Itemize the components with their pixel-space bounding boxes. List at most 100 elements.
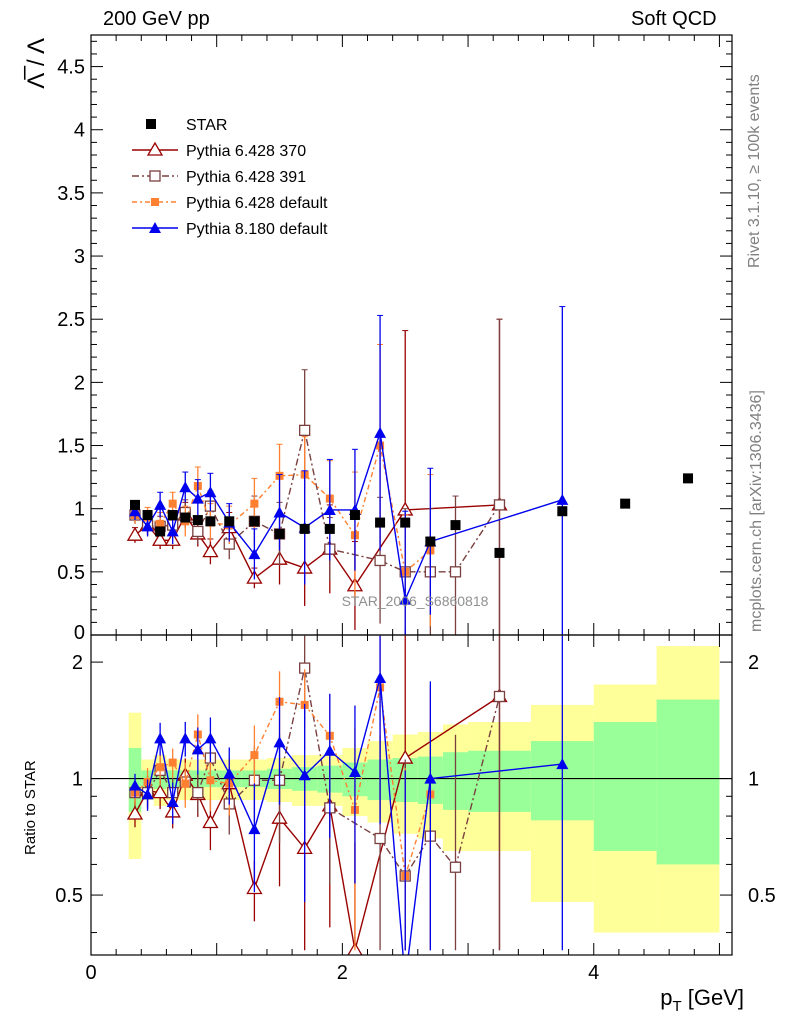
main-point-star (142, 510, 153, 520)
ratio-point-pythia-8-180-default (223, 767, 236, 779)
main-point-pythia-8-180-default (166, 525, 179, 537)
ratio-series-pythia-8-180-default (128, 635, 569, 955)
ratio-point-pythia-8-180-default (191, 743, 204, 755)
main-point-star (375, 517, 386, 528)
main-series-star (129, 473, 694, 558)
main-point-pythia-8-180-default (154, 498, 167, 510)
main-point-star (274, 528, 285, 539)
main-point-pythia-8-180-default (128, 505, 141, 517)
legend-marker (151, 198, 159, 206)
main-point-star (224, 516, 235, 527)
legend-label: Pythia 6.428 default (186, 195, 328, 212)
x-axis-label-sub: T (672, 998, 681, 1015)
main-point-star (683, 473, 694, 484)
x-axis-label-main: p (660, 985, 672, 1010)
ratio-y-tick-label-left: 0.5 (55, 885, 83, 907)
legend-label: Pythia 6.428 370 (186, 143, 306, 160)
ratio-y-tick-label-right: 1 (748, 769, 759, 791)
main-point-star (299, 523, 310, 534)
main-point-pythia-6-428-391 (299, 424, 311, 437)
main-point-pythia-6-428-391 (493, 499, 506, 511)
ratio-band-inner (656, 699, 720, 865)
main-point-pythia-8-180-default (248, 548, 261, 560)
header-right: Soft QCD (631, 8, 717, 30)
main-y-tick-label: 2 (74, 372, 85, 394)
ratio-point-pythia-6-428-391 (374, 832, 386, 845)
ratio-point-pythia-8-180-default (556, 758, 569, 770)
main-point-star (349, 510, 360, 520)
main-point-pythia-8-180-default (204, 486, 217, 498)
main-y-tick-label: 3 (74, 246, 85, 268)
main-point-pythia-8-180-default (323, 503, 336, 515)
ratio-line-pythia-6-428-391 (134, 667, 501, 878)
ratio-y-tick-label-left: 2 (72, 652, 83, 674)
x-axis-label-unit: [GeV] (682, 985, 744, 1010)
main-point-star (620, 498, 631, 509)
main-point-pythia-8-180-default (273, 506, 286, 518)
ratio-point-pythia-8-180-default (424, 772, 437, 784)
main-point-pythia-6-428-370 (126, 526, 144, 541)
main-point-star (180, 512, 191, 523)
legend-label: Pythia 8.180 default (186, 221, 328, 238)
main-point-star (324, 523, 335, 534)
ratio-point-pythia-6-428-370 (126, 805, 144, 820)
ratio-point-pythia-8-180-default (374, 671, 387, 683)
analysis-tag: STAR_2006_S6860818 (342, 593, 489, 609)
ratio-point-pythia-6-428-default (181, 779, 190, 788)
main-y-tick-label: 4 (74, 120, 85, 142)
main-point-pythia-6-428-default (156, 519, 165, 528)
main-point-pythia-6-428-391 (192, 525, 204, 538)
ratio-point-pythia-8-180-default (141, 788, 154, 800)
main-line-pythia-6-428-default (134, 445, 431, 574)
ratio-point-pythia-6-428-391 (493, 690, 506, 703)
ratio-point-pythia-8-180-default (179, 732, 192, 744)
header-left: 200 GeV pp (103, 8, 210, 30)
ratio-x-tick-label: 4 (588, 962, 599, 984)
ratio-point-pythia-8-180-default (166, 795, 179, 807)
ratio-point-pythia-6-428-391 (192, 786, 204, 799)
ratio-band-inner (593, 722, 657, 851)
main-point-pythia-6-428-default (168, 499, 177, 508)
main-point-star (557, 506, 568, 517)
main-point-star (192, 515, 203, 526)
main-point-pythia-6-428-370 (202, 543, 219, 558)
main-line-pythia-6-428-391 (134, 430, 501, 573)
ratio-point-pythia-8-180-default (273, 736, 286, 748)
main-point-star (249, 516, 260, 527)
main-y-tick-label-zero: 0 (74, 622, 85, 644)
ratio-point-pythia-6-428-370 (151, 784, 169, 799)
ratio-y-tick-label-right: 0.5 (748, 885, 776, 907)
legend-label-star: STAR (186, 117, 227, 134)
main-point-pythia-8-180-default (191, 492, 204, 504)
main-point-pythia-6-428-370 (151, 531, 169, 546)
main-y-tick-label: 2.5 (57, 309, 85, 331)
ratio-point-pythia-8-180-default (348, 765, 361, 777)
main-point-pythia-8-180-default (399, 593, 412, 605)
main-point-star (155, 526, 166, 537)
legend-marker-star (146, 119, 156, 129)
ratio-point-pythia-6-428-391 (449, 861, 462, 873)
ratio-point-pythia-8-180-default (128, 779, 141, 791)
main-point-pythia-8-180-default (556, 493, 569, 505)
ratio-point-pythia-6-428-default (168, 758, 177, 767)
ratio-point-pythia-8-180-default (323, 744, 336, 756)
main-point-star (494, 547, 505, 558)
ratio-point-pythia-8-180-default (204, 732, 217, 744)
ratio-plot-frame (90, 634, 733, 956)
main-point-star (167, 510, 178, 520)
main-point-pythia-8-180-default (179, 481, 192, 493)
legend-marker (149, 170, 161, 182)
ratio-point-pythia-8-180-default (154, 732, 167, 744)
ratio-line-pythia-6-428-default (134, 687, 432, 877)
ratio-y-tick-label-right: 2 (748, 652, 759, 674)
ratio-point-pythia-6-428-370 (202, 814, 219, 829)
main-point-star (425, 536, 436, 547)
main-point-pythia-8-180-default (141, 520, 154, 532)
ratio-y-tick-label-left: 1 (72, 769, 83, 791)
main-point-star (129, 499, 140, 510)
ratio-point-pythia-6-428-default (250, 751, 259, 760)
main-point-star (400, 517, 411, 528)
main-point-pythia-6-428-391 (449, 566, 462, 578)
main-y-tick-label: 1.5 (57, 436, 85, 458)
